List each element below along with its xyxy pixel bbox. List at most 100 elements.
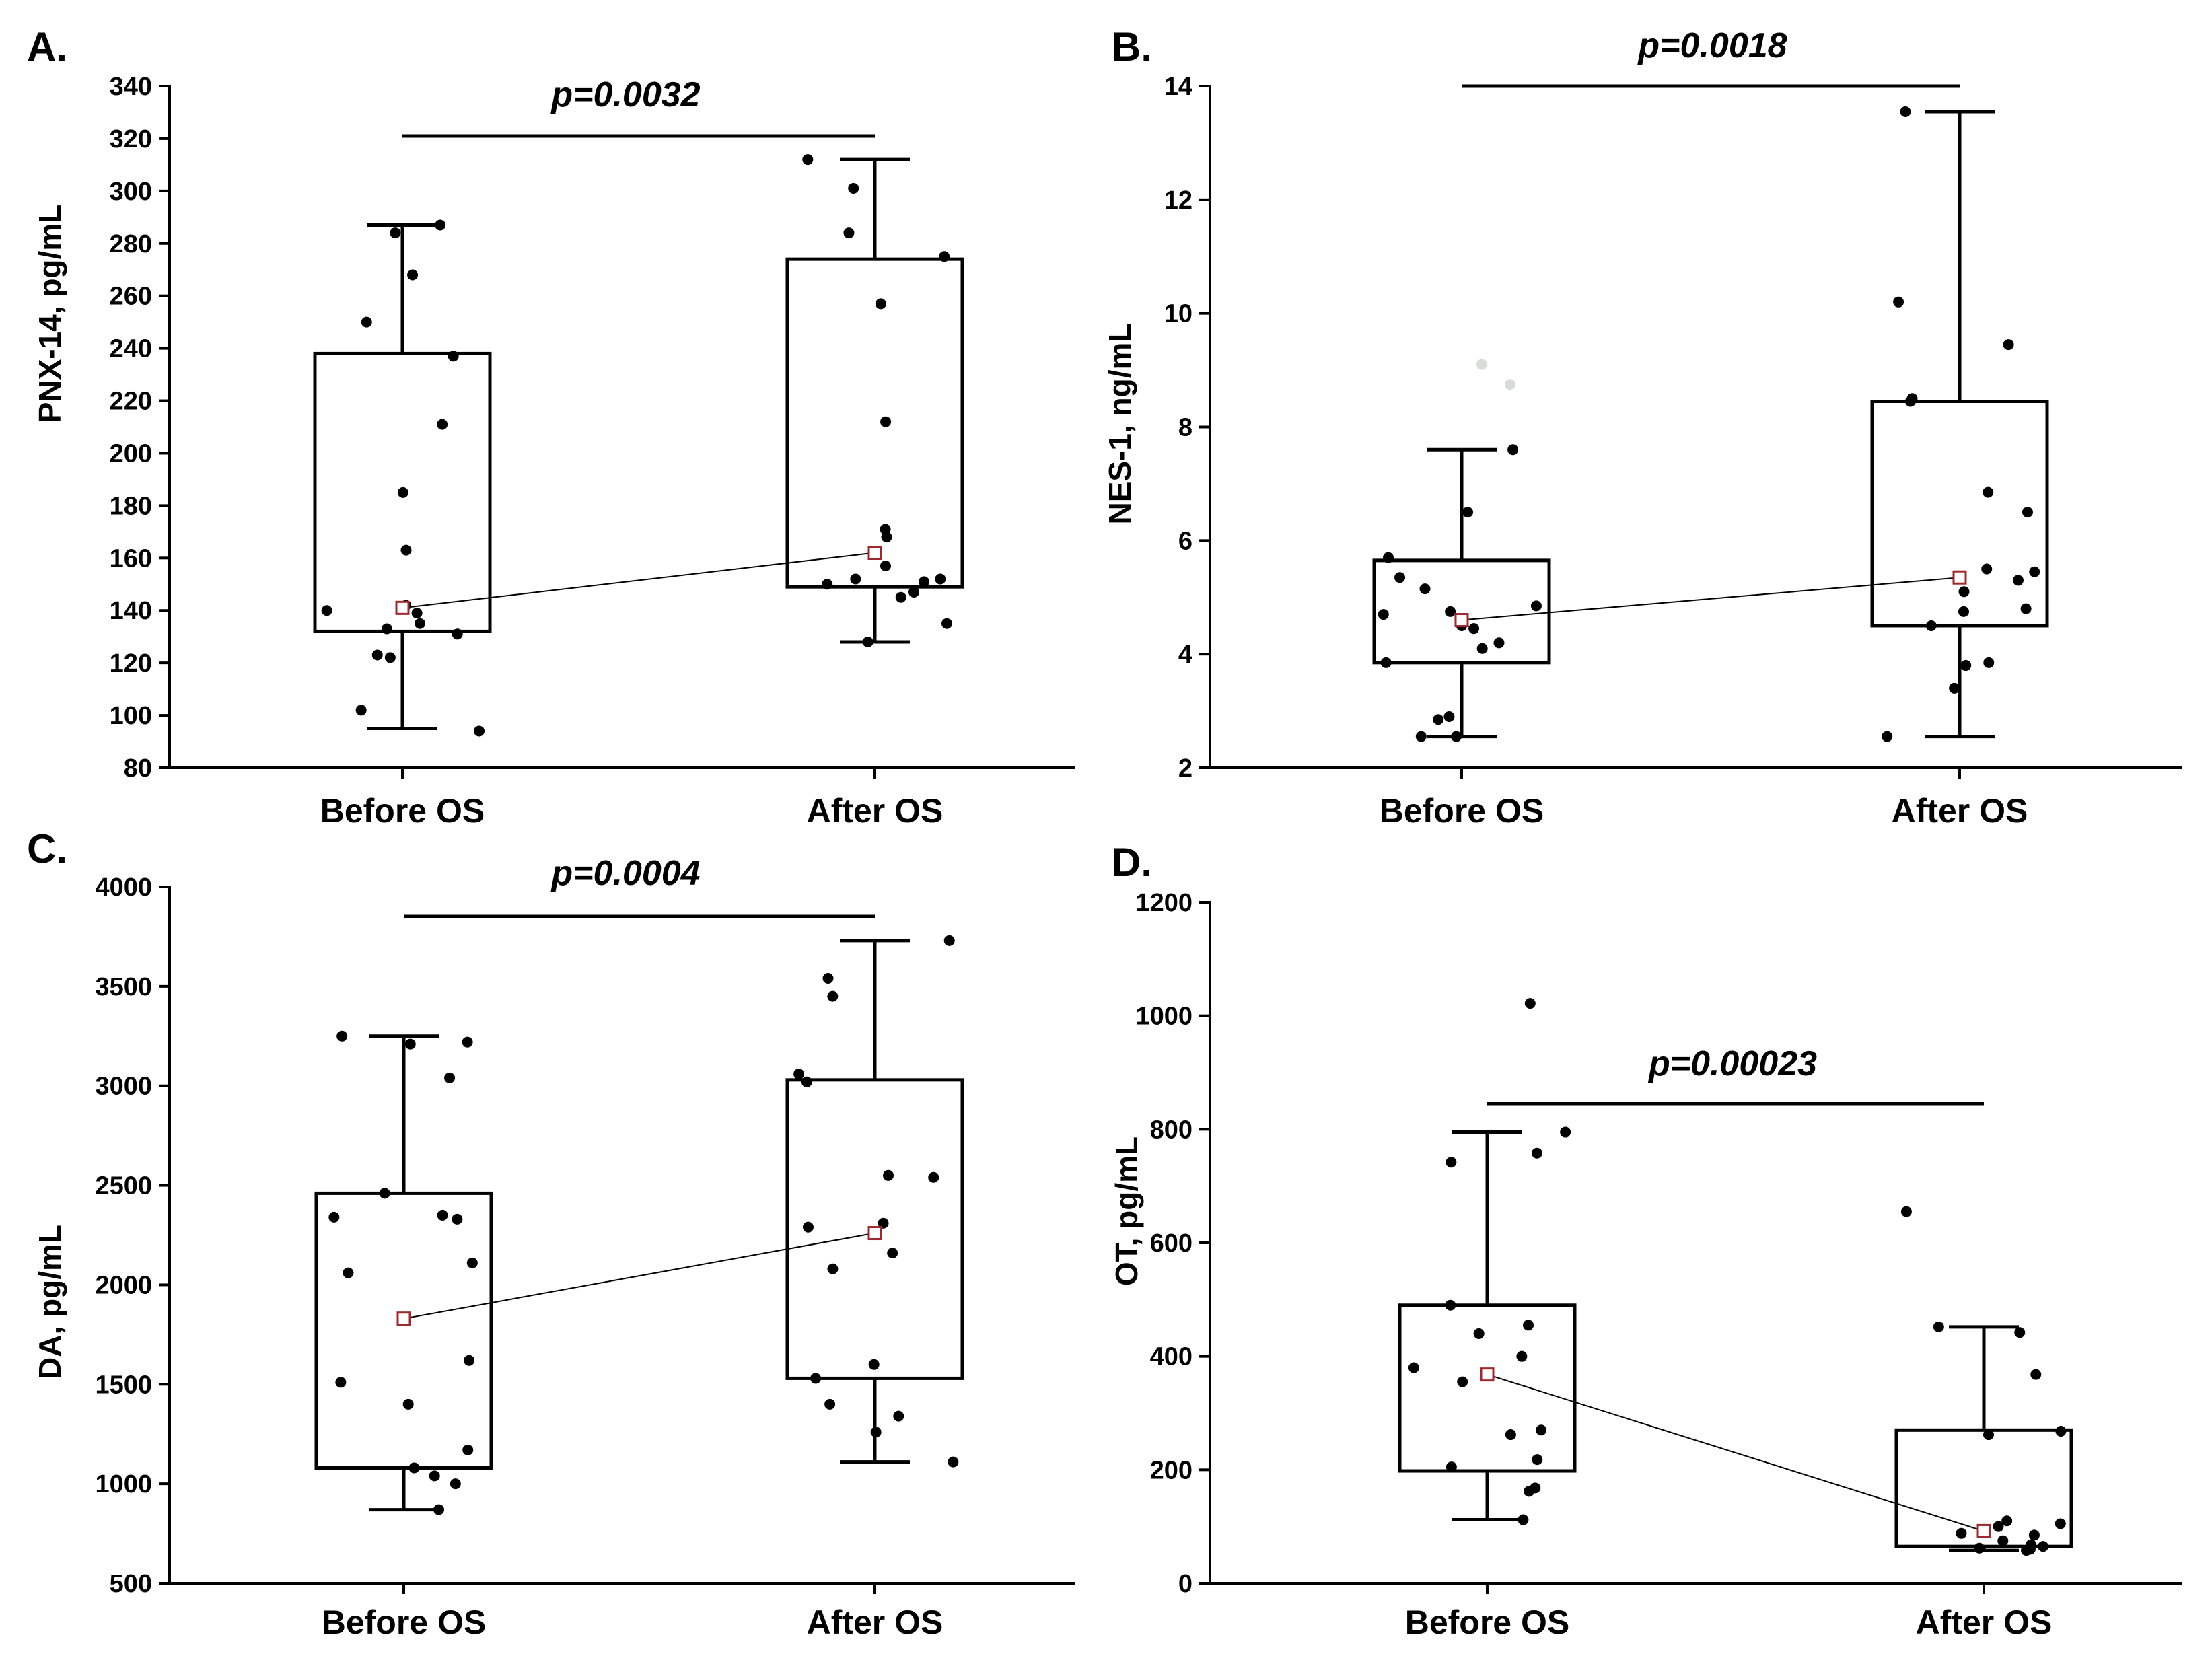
y-tick-label: 2000 xyxy=(95,1271,152,1299)
data-point xyxy=(948,1456,959,1468)
median-marker xyxy=(867,546,882,561)
y-tick-label: 1200 xyxy=(1135,889,1192,917)
data-point xyxy=(928,1171,939,1183)
data-point xyxy=(935,573,946,585)
panel-label: D. xyxy=(1112,840,1152,885)
y-tick-label: 280 xyxy=(110,230,152,258)
y-tick-label: 1500 xyxy=(95,1371,152,1399)
y-tick-label: 160 xyxy=(110,544,152,573)
data-point xyxy=(437,1209,448,1221)
y-tick-label: 3500 xyxy=(95,973,152,1001)
x-category-label: Before OS xyxy=(1405,1603,1570,1641)
data-point xyxy=(1983,1429,1994,1441)
median-marker xyxy=(1952,570,1967,585)
y-axis-label: DA, pg/mL xyxy=(32,1225,67,1379)
data-point xyxy=(1443,711,1455,723)
median-marker xyxy=(395,600,410,615)
y-tick-label: 260 xyxy=(110,283,152,311)
data-point xyxy=(1997,1535,2009,1546)
data-point xyxy=(336,1030,348,1042)
y-tick-label: 400 xyxy=(1150,1343,1192,1371)
data-point xyxy=(2014,1327,2026,1338)
data-point xyxy=(1900,1206,1912,1217)
data-point xyxy=(2038,1541,2049,1552)
data-point xyxy=(1468,623,1480,635)
p-value-label: p=0.00023 xyxy=(1647,1044,1817,1083)
data-point xyxy=(335,1377,347,1388)
median-trend-line xyxy=(1461,577,1960,621)
median-marker xyxy=(396,1311,411,1326)
data-point xyxy=(407,269,419,281)
data-point xyxy=(474,725,485,737)
data-point xyxy=(390,227,401,239)
data-point xyxy=(1493,637,1505,649)
median-marker xyxy=(867,1226,882,1241)
data-point xyxy=(1900,106,1911,117)
y-tick-label: 4 xyxy=(1178,641,1192,669)
data-point xyxy=(1925,620,1937,631)
data-point xyxy=(908,586,920,598)
data-point xyxy=(895,591,906,603)
x-category-label: Before OS xyxy=(1380,792,1544,830)
data-point xyxy=(1445,1299,1456,1311)
data-point xyxy=(868,1359,880,1370)
data-point xyxy=(1473,1328,1485,1339)
data-point xyxy=(2003,339,2014,351)
data-point xyxy=(793,1068,805,1079)
data-point xyxy=(429,1470,440,1482)
data-point xyxy=(444,1072,456,1083)
data-point xyxy=(1446,1461,1457,1473)
data-point xyxy=(1433,714,1444,725)
y-tick-label: 320 xyxy=(110,125,152,153)
data-point xyxy=(1531,1147,1542,1159)
box-iqr xyxy=(785,257,964,589)
data-point xyxy=(1419,583,1431,595)
data-point xyxy=(1505,1429,1516,1441)
data-point xyxy=(435,219,446,231)
data-point xyxy=(1383,552,1394,563)
data-point xyxy=(1457,1376,1468,1387)
data-point xyxy=(450,1478,461,1490)
y-tick-label: 340 xyxy=(110,73,152,101)
data-point xyxy=(1974,1542,1985,1554)
data-point xyxy=(801,1076,812,1087)
data-point xyxy=(881,532,892,543)
data-point xyxy=(462,1036,473,1048)
data-point xyxy=(1524,998,1536,1009)
data-point xyxy=(2055,1425,2067,1437)
data-point xyxy=(448,351,459,362)
data-point xyxy=(1394,572,1406,583)
outlier-point xyxy=(1476,359,1487,370)
data-point xyxy=(1536,1424,1547,1436)
median-trend-line xyxy=(403,1232,876,1320)
panel-label: A. xyxy=(27,24,67,69)
data-point xyxy=(1524,1486,1535,1497)
data-point xyxy=(883,1169,894,1181)
data-point xyxy=(437,419,448,430)
data-point xyxy=(810,1373,822,1384)
box-iqr xyxy=(1870,400,2049,628)
data-point xyxy=(1476,643,1488,654)
data-point xyxy=(415,618,426,629)
x-category-label: After OS xyxy=(1916,1603,2053,1641)
y-tick-label: 6 xyxy=(1178,527,1192,555)
data-point xyxy=(827,990,839,1002)
panel-c: C. DA, pg/mL 500 1000 1500 2000 2500 3000 3500 40… xyxy=(27,826,1075,1641)
data-point xyxy=(1958,586,1970,598)
median-trend-line xyxy=(1487,1373,1985,1532)
y-tick-label: 14 xyxy=(1164,73,1192,101)
data-point xyxy=(2001,1515,2013,1527)
data-point xyxy=(2029,566,2040,577)
data-point xyxy=(404,1038,416,1050)
data-point xyxy=(452,1213,463,1225)
y-tick-label: 2 xyxy=(1178,754,1192,783)
y-tick-label: 80 xyxy=(124,754,152,783)
y-tick-label: 1000 xyxy=(95,1470,152,1499)
box-iqr xyxy=(785,1078,964,1380)
data-point xyxy=(371,649,383,661)
data-point xyxy=(862,636,873,647)
y-axis-label: PNX-14, pg/mL xyxy=(32,205,67,423)
data-point xyxy=(843,227,855,239)
p-value-label: p=0.0018 xyxy=(1637,26,1787,65)
